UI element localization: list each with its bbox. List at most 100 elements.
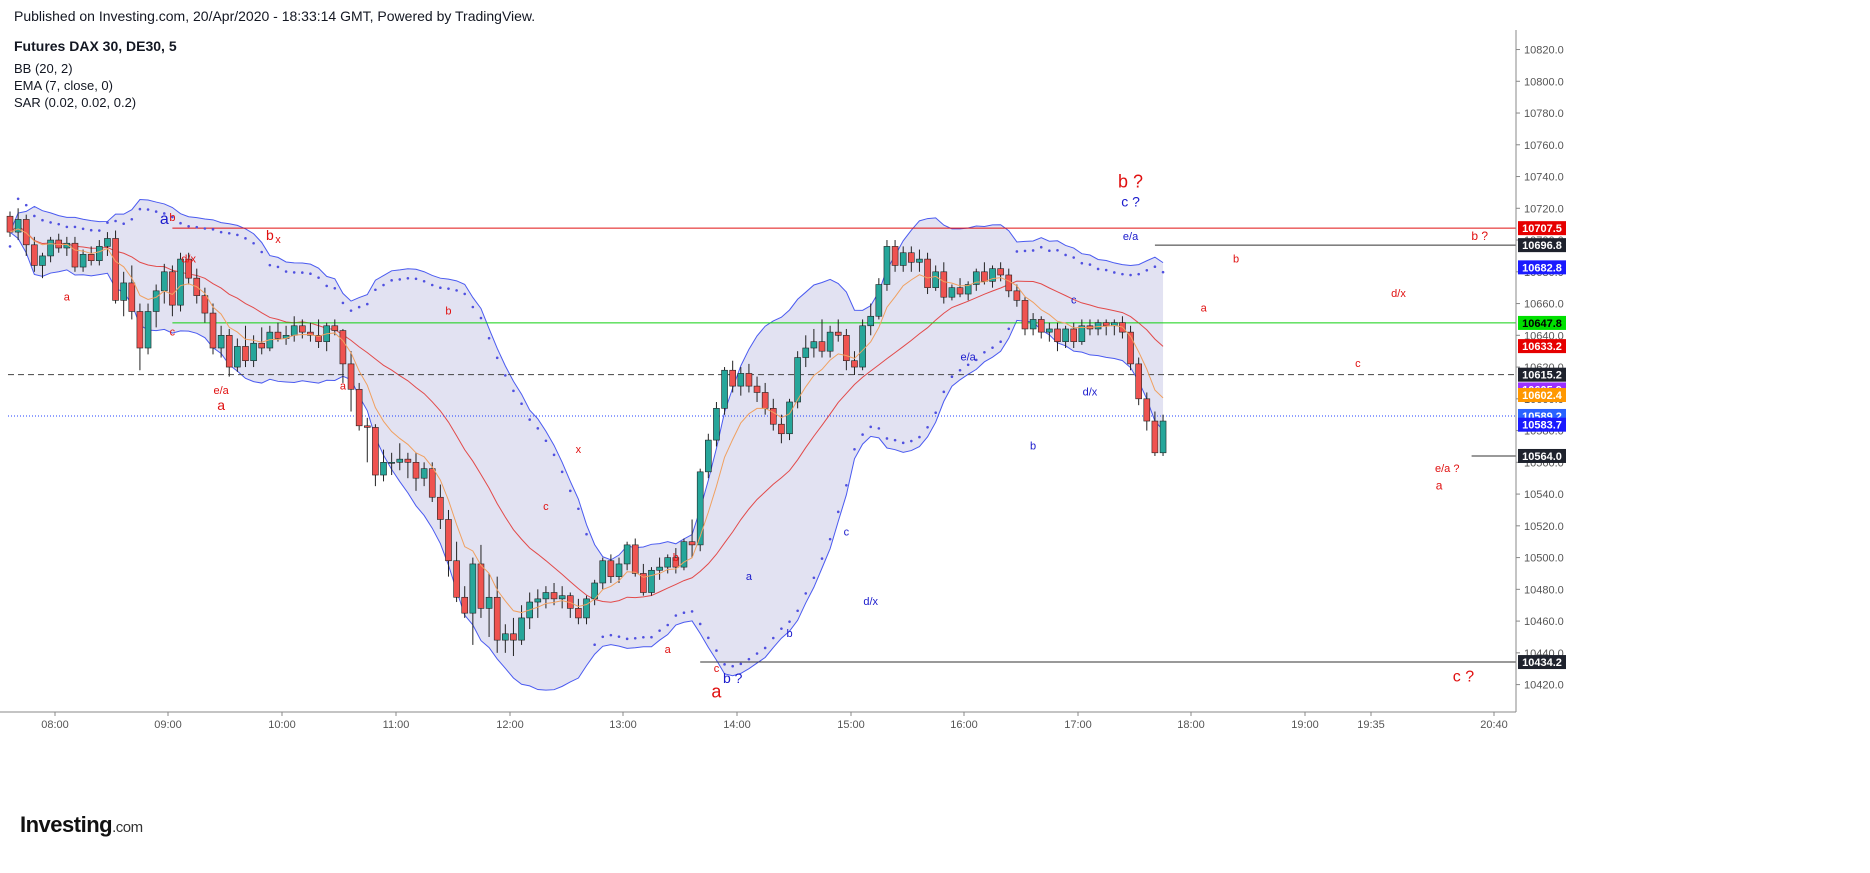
candle-body	[477, 563, 485, 609]
candle-body	[79, 254, 87, 268]
candle-body	[396, 458, 404, 463]
candle	[388, 452, 395, 476]
candle-body	[209, 312, 217, 349]
candle	[583, 595, 590, 625]
candle-body	[510, 633, 517, 641]
sar-dot	[723, 663, 726, 666]
indicator-sar[interactable]: SAR (0.02, 0.02, 0.2)	[14, 95, 137, 110]
sar-dot	[333, 286, 337, 290]
candle	[47, 236, 54, 263]
published-caption: Published on Investing.com, 20/Apr/2020 …	[14, 8, 536, 24]
candle-body	[761, 392, 769, 409]
candle-body	[144, 311, 152, 349]
wave-label: c	[714, 663, 720, 675]
sar-dot	[1015, 250, 1019, 253]
sar-dot	[536, 427, 540, 430]
candle-body	[891, 246, 899, 266]
sar-dot	[138, 207, 142, 211]
sar-dot	[49, 221, 52, 224]
sar-dot	[154, 210, 158, 213]
sar-dot	[1064, 253, 1067, 257]
candle-body	[87, 254, 95, 261]
candle	[461, 586, 469, 618]
sar-dot	[747, 657, 751, 661]
sar-dot	[991, 346, 994, 349]
candle-body	[908, 252, 915, 263]
sar-dot	[1031, 249, 1035, 252]
sar-dot	[406, 276, 410, 280]
sar-dot	[1072, 256, 1076, 259]
sar-dot	[650, 635, 653, 639]
candle	[79, 249, 87, 272]
sar-dot	[983, 351, 986, 354]
candle-body	[680, 541, 688, 568]
candle	[96, 240, 103, 266]
wave-label: d/x	[181, 253, 196, 265]
y-tick-label: 10420.0	[1524, 680, 1564, 692]
sar-dot	[309, 272, 312, 275]
price-tag: 10633.2	[1518, 339, 1566, 354]
indicator-ema[interactable]: EMA (7, close, 0)	[14, 78, 113, 93]
symbol-title[interactable]: Futures DAX 30, DE30, 5	[14, 38, 177, 54]
price-tag-box	[1518, 655, 1566, 670]
wave-label: b ?	[723, 670, 743, 686]
candle	[477, 544, 485, 618]
candle	[664, 554, 672, 574]
candle	[843, 328, 850, 371]
sar-dot	[893, 438, 897, 442]
candle	[956, 278, 964, 298]
candle	[453, 541, 460, 603]
candle	[112, 230, 119, 304]
candle-body	[63, 242, 71, 249]
wave-label: a	[217, 397, 225, 413]
candle	[347, 351, 355, 412]
candle	[713, 401, 720, 447]
candle-body	[1005, 274, 1013, 292]
x-tick-label: 17:00	[1064, 719, 1092, 731]
candle-body	[331, 325, 339, 331]
price-tag-box	[1518, 260, 1566, 275]
price-tag-label: 10434.2	[1522, 657, 1562, 669]
sar-dot	[276, 265, 280, 269]
candle-body	[355, 388, 363, 427]
candle-body	[1021, 300, 1029, 330]
wave-label: c ?	[1453, 668, 1474, 685]
sar-dot	[918, 435, 921, 439]
candle	[136, 303, 144, 371]
wave-label: a	[746, 571, 753, 583]
bollinger-bands	[9, 199, 1164, 691]
candle	[859, 319, 866, 371]
logo-suffix: .com	[112, 819, 143, 836]
candle	[225, 328, 233, 377]
candle	[640, 563, 647, 596]
sar-dot	[317, 276, 320, 279]
wave-label: b	[1233, 253, 1239, 265]
candle-body	[705, 439, 712, 473]
candle	[688, 519, 696, 558]
sar-dot	[1048, 249, 1051, 253]
candle	[940, 262, 948, 304]
candle-body	[843, 335, 850, 362]
sar-dot	[398, 278, 402, 281]
candle	[104, 232, 111, 256]
candle-body	[802, 347, 810, 358]
candle	[258, 327, 266, 355]
sar-dot	[487, 336, 491, 340]
candle-body	[160, 271, 168, 292]
candle	[518, 605, 525, 645]
candle-body	[299, 325, 306, 333]
candle-body	[899, 252, 907, 266]
sar-dot	[98, 229, 101, 232]
sar-dot	[81, 227, 85, 231]
sar-dot	[41, 218, 44, 222]
candle-body	[258, 342, 266, 349]
price-tag-box	[1518, 417, 1566, 432]
sar-dot	[877, 427, 881, 430]
indicator-bb[interactable]: BB (20, 2)	[14, 61, 73, 76]
candle-body	[71, 242, 79, 268]
candle	[786, 398, 793, 441]
sar-dot	[1056, 248, 1059, 252]
candle	[177, 252, 184, 312]
sar-dot	[430, 283, 434, 287]
